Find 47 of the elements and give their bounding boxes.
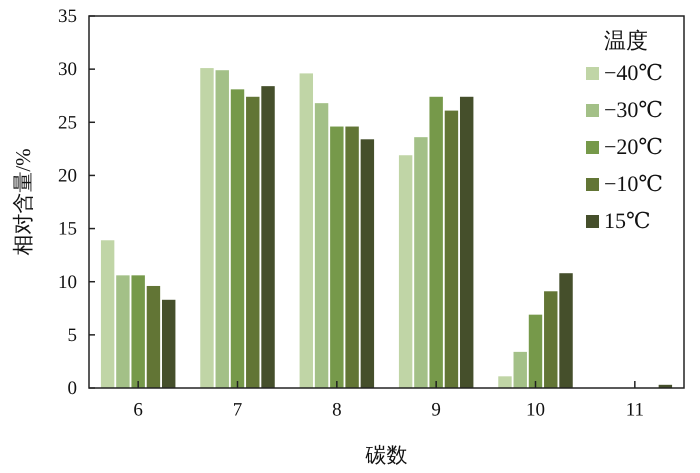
- bar: [330, 126, 344, 388]
- bar: [429, 96, 443, 388]
- bar: [300, 73, 314, 388]
- legend-label: −40℃: [604, 60, 664, 85]
- bar: [528, 314, 542, 388]
- y-tick-label: 15: [58, 218, 77, 240]
- bar: [230, 89, 244, 388]
- bar: [544, 291, 558, 388]
- x-axis-title: 碳数: [364, 443, 408, 467]
- bar: [100, 240, 114, 388]
- bar: [216, 70, 229, 388]
- y-axis-title: 相对含量/%: [11, 148, 35, 256]
- bar: [444, 110, 458, 388]
- y-tick-label: 25: [58, 112, 77, 134]
- y-tick-label: 10: [58, 272, 77, 293]
- bar: [261, 86, 275, 388]
- x-tick-label: 9: [431, 399, 441, 420]
- bar: [131, 275, 145, 388]
- y-tick-label: 30: [58, 59, 77, 80]
- x-tick-label: 6: [133, 399, 143, 420]
- legend-label: 15℃: [604, 208, 651, 233]
- x-tick-label: 11: [626, 399, 644, 420]
- y-tick-label: 0: [68, 378, 77, 400]
- legend-label: −30℃: [604, 97, 664, 122]
- bar: [200, 68, 214, 388]
- bar: [314, 103, 328, 388]
- bar: [146, 286, 160, 388]
- bar: [398, 155, 412, 388]
- bar: [414, 137, 428, 388]
- bar: [460, 96, 474, 388]
- bar: [246, 96, 260, 388]
- bar: [498, 376, 512, 388]
- bar: [345, 126, 359, 388]
- x-tick-label: 7: [232, 399, 242, 420]
- y-tick-label: 5: [68, 324, 77, 346]
- y-tick-label: 20: [58, 166, 77, 187]
- y-tick-label: 35: [58, 6, 77, 28]
- bar: [162, 300, 176, 388]
- bar: [360, 139, 374, 388]
- bar: [116, 275, 130, 388]
- bar: [514, 352, 527, 388]
- bar: [559, 273, 573, 388]
- x-tick-label: 10: [526, 399, 545, 420]
- legend-label: −10℃: [604, 171, 664, 196]
- legend-label: −20℃: [604, 134, 664, 159]
- x-tick-label: 8: [332, 399, 342, 420]
- legend-title: 温度: [604, 28, 648, 53]
